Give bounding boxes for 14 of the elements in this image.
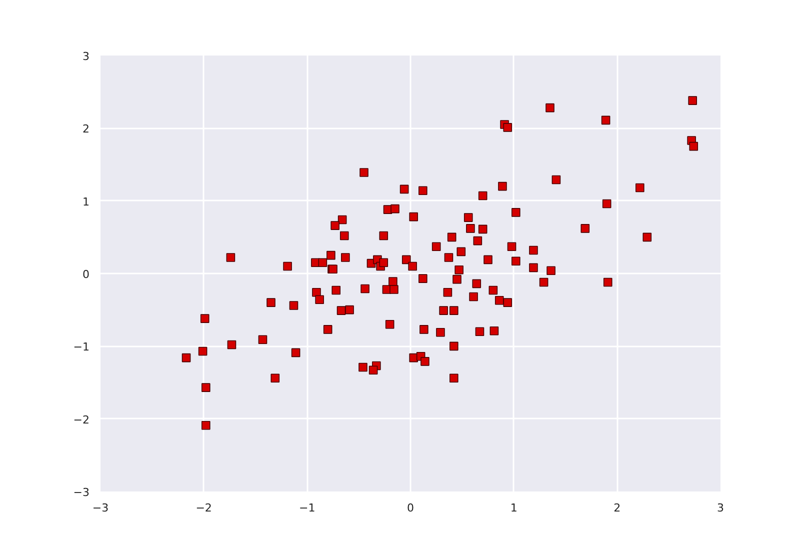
x-tick-label: 1 [510, 502, 518, 514]
x-tick-label: −1 [299, 502, 316, 514]
y-tick-label: 3 [82, 50, 90, 63]
x-tick-label: 2 [614, 502, 621, 514]
x-tick-label: −3 [92, 502, 109, 514]
y-tick-label: −3 [73, 486, 90, 499]
x-tick-label: 0 [407, 502, 414, 514]
x-tick-label: −2 [196, 502, 212, 514]
y-tick-label: 0 [82, 268, 90, 281]
y-tick-label: −2 [73, 413, 90, 426]
y-tick-label: 1 [82, 195, 90, 208]
y-tick-label: −1 [73, 340, 90, 354]
x-tick-label: 3 [717, 502, 724, 514]
y-tick-label: 2 [82, 122, 90, 136]
